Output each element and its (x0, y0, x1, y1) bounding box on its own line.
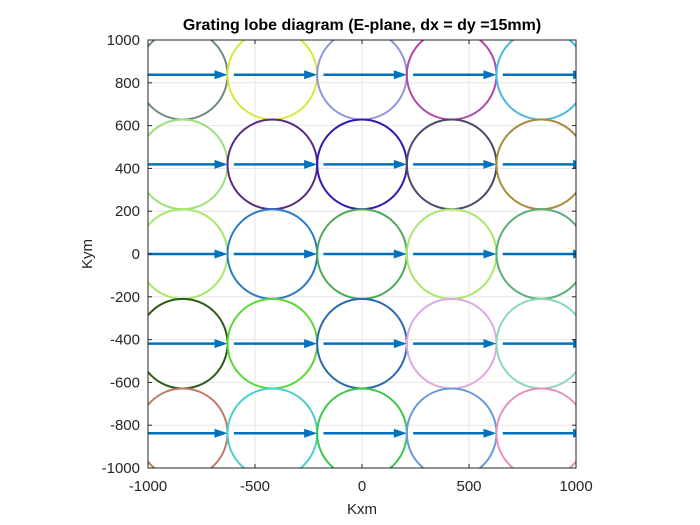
grating-lobe-arrow (233, 428, 318, 438)
grating-lobe-arrow (323, 159, 407, 169)
grating-lobe-arrow (323, 70, 407, 80)
grating-lobe-arrow (233, 159, 318, 169)
x-tick-label: -500 (240, 478, 270, 495)
y-tick-label: 600 (115, 118, 140, 135)
x-axis-label: Kxm (347, 501, 377, 518)
y-tick-label: -800 (110, 417, 140, 434)
grating-lobe-arrow (413, 428, 497, 438)
grating-lobe-arrow (233, 70, 318, 80)
grating-lobe-circles (148, 40, 576, 468)
grating-lobe-arrow (413, 70, 497, 80)
grating-lobe-arrow (413, 339, 497, 349)
grating-lobe-arrow (323, 339, 407, 349)
grating-lobe-arrow (148, 428, 228, 438)
grating-lobe-circle (495, 387, 576, 468)
grating-lobe-arrow (323, 249, 407, 259)
grating-lobe-arrow (148, 159, 228, 169)
grating-lobe-arrow (233, 339, 318, 349)
y-tick-label: 1000 (107, 32, 140, 49)
y-tick-label: -200 (110, 289, 140, 306)
grating-lobe-arrow (413, 249, 497, 259)
grating-lobe-arrow (502, 339, 576, 349)
x-tick-label: 1000 (559, 478, 592, 495)
y-tick-label: 200 (115, 203, 140, 220)
grating-lobe-arrow (413, 159, 497, 169)
chart-title: Grating lobe diagram (E-plane, dx = dy =… (183, 17, 541, 34)
grating-lobe-arrow (148, 70, 228, 80)
x-tick-label: 500 (456, 478, 481, 495)
grating-lobe-arrow (233, 249, 318, 259)
y-tick-label: -600 (110, 374, 140, 391)
y-tick-label: -400 (110, 332, 140, 349)
grating-lobe-arrow (502, 159, 576, 169)
grating-lobe-arrow (148, 339, 228, 349)
y-tick-label: 800 (115, 75, 140, 92)
axis-ticks: -1000 -500 0 500 1000 -1000 -800 -600 -400 -200 0 2… (102, 32, 593, 495)
grating-lobe-arrow (323, 428, 407, 438)
arrows (148, 70, 576, 438)
grating-lobe-arrow (502, 70, 576, 80)
y-axis-label: Kym (79, 239, 96, 269)
y-tick-label: 400 (115, 160, 140, 177)
x-tick-label: -1000 (129, 478, 167, 495)
x-tick-label: 0 (358, 478, 366, 495)
y-tick-label: 0 (132, 246, 140, 263)
y-tick-label: -1000 (102, 460, 140, 477)
grating-lobe-arrow (148, 249, 228, 259)
grating-lobe-arrow (502, 428, 576, 438)
